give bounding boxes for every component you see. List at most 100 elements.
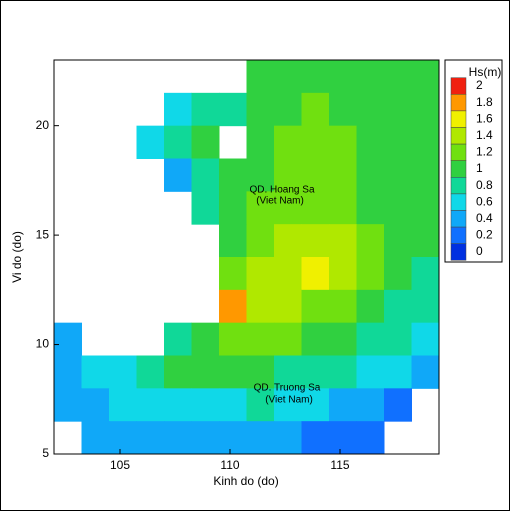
y-axis-label: Vi do (do) — [10, 231, 24, 283]
field-cell — [164, 158, 192, 192]
field-cell — [384, 125, 412, 159]
field-cell — [356, 289, 385, 324]
field-cell — [384, 224, 412, 258]
colorbar-swatch — [450, 110, 467, 128]
field-cell — [356, 257, 385, 291]
field-cell — [411, 125, 440, 159]
field-cell — [329, 388, 357, 422]
field-cell — [301, 257, 330, 291]
field-cell — [81, 388, 110, 422]
field-cell — [136, 355, 165, 389]
x-tick-label: 110 — [220, 458, 239, 472]
field-cell — [274, 158, 302, 192]
y-tick-label: 15 — [36, 227, 50, 241]
field-cell — [411, 60, 440, 94]
field-cell — [411, 257, 440, 291]
y-tick-label: 20 — [36, 118, 50, 132]
field-cell — [411, 355, 440, 389]
field-cell — [191, 191, 220, 225]
x-tick-label: 105 — [110, 458, 130, 472]
field-cell — [411, 224, 440, 258]
colorbar-label: 0.8 — [476, 178, 493, 192]
field-cell — [219, 289, 247, 324]
field-cell — [191, 158, 220, 192]
field-cell — [219, 388, 247, 422]
field-cell — [274, 257, 302, 291]
colorbar-label: 0.2 — [476, 228, 493, 242]
colorbar-swatch — [450, 210, 467, 228]
field-cell — [329, 191, 357, 225]
x-tick-label: 115 — [330, 458, 349, 472]
colorbar-label: 1.2 — [476, 145, 493, 159]
field-cell — [329, 158, 357, 192]
colorbar-swatch — [450, 94, 467, 112]
field-cell — [246, 355, 275, 389]
field-cell — [274, 355, 302, 389]
field-cell — [356, 355, 385, 389]
plot-frame — [53, 59, 440, 455]
field-cell — [356, 388, 385, 422]
field-cell — [356, 92, 385, 127]
field-cell — [81, 355, 110, 389]
field-cell — [164, 388, 192, 422]
field-cell — [356, 191, 385, 225]
field-cell — [329, 224, 357, 258]
field-cell — [109, 388, 137, 422]
colorbar-label: 1 — [476, 161, 483, 175]
annotation: (Viet Nam) — [256, 196, 304, 207]
field-cell — [329, 125, 357, 159]
field-cell — [384, 388, 412, 422]
field-cell — [164, 322, 192, 356]
field-cell — [356, 60, 385, 94]
annotation: QD. Hoang Sa — [249, 185, 314, 196]
field-cell — [136, 421, 165, 455]
colorbar-label: 0.4 — [476, 211, 493, 225]
colorbar-swatch — [450, 143, 467, 161]
field-cell — [329, 355, 357, 389]
field-cell — [356, 158, 385, 192]
colorbar-swatch — [450, 127, 467, 145]
colorbar-swatch — [450, 226, 467, 244]
field-cell — [411, 289, 440, 324]
colorbar-label: 2 — [476, 78, 483, 92]
field-cell — [191, 421, 220, 455]
field-cell — [384, 158, 412, 192]
field-cell — [356, 125, 385, 159]
field-cell — [164, 355, 192, 389]
field-cell — [384, 322, 412, 356]
field-cell — [411, 322, 440, 356]
field-cell — [246, 92, 275, 127]
field-cell — [246, 421, 275, 455]
annotation: QD. Truong Sa — [254, 383, 321, 394]
field-cell — [164, 421, 192, 455]
field-cell — [274, 322, 302, 356]
field-cell — [301, 158, 330, 192]
x-axis-label: Kinh do (do) — [213, 474, 278, 488]
field-cell — [329, 92, 357, 127]
field-cell — [219, 355, 247, 389]
field-cell — [246, 322, 275, 356]
field-cell — [274, 125, 302, 159]
field-cell — [54, 388, 82, 422]
colorbar-swatch — [450, 243, 467, 261]
field-cell — [246, 388, 275, 422]
field-cell — [274, 60, 302, 94]
colorbar-swatch — [450, 77, 467, 95]
colorbar-label: 1.6 — [476, 111, 493, 125]
field-cell — [329, 257, 357, 291]
field-cell — [301, 355, 330, 389]
field-cell — [81, 421, 110, 455]
field-cell — [219, 257, 247, 291]
field-cell — [384, 257, 412, 291]
field-cell — [301, 421, 330, 455]
field-cell — [301, 191, 330, 225]
field-cell — [219, 158, 247, 192]
field-cell — [191, 322, 220, 356]
field-cell — [274, 92, 302, 127]
field-cell — [219, 92, 247, 127]
field-cell — [384, 92, 412, 127]
field-cell — [164, 92, 192, 127]
field-cell — [301, 289, 330, 324]
field-cell — [54, 322, 82, 356]
